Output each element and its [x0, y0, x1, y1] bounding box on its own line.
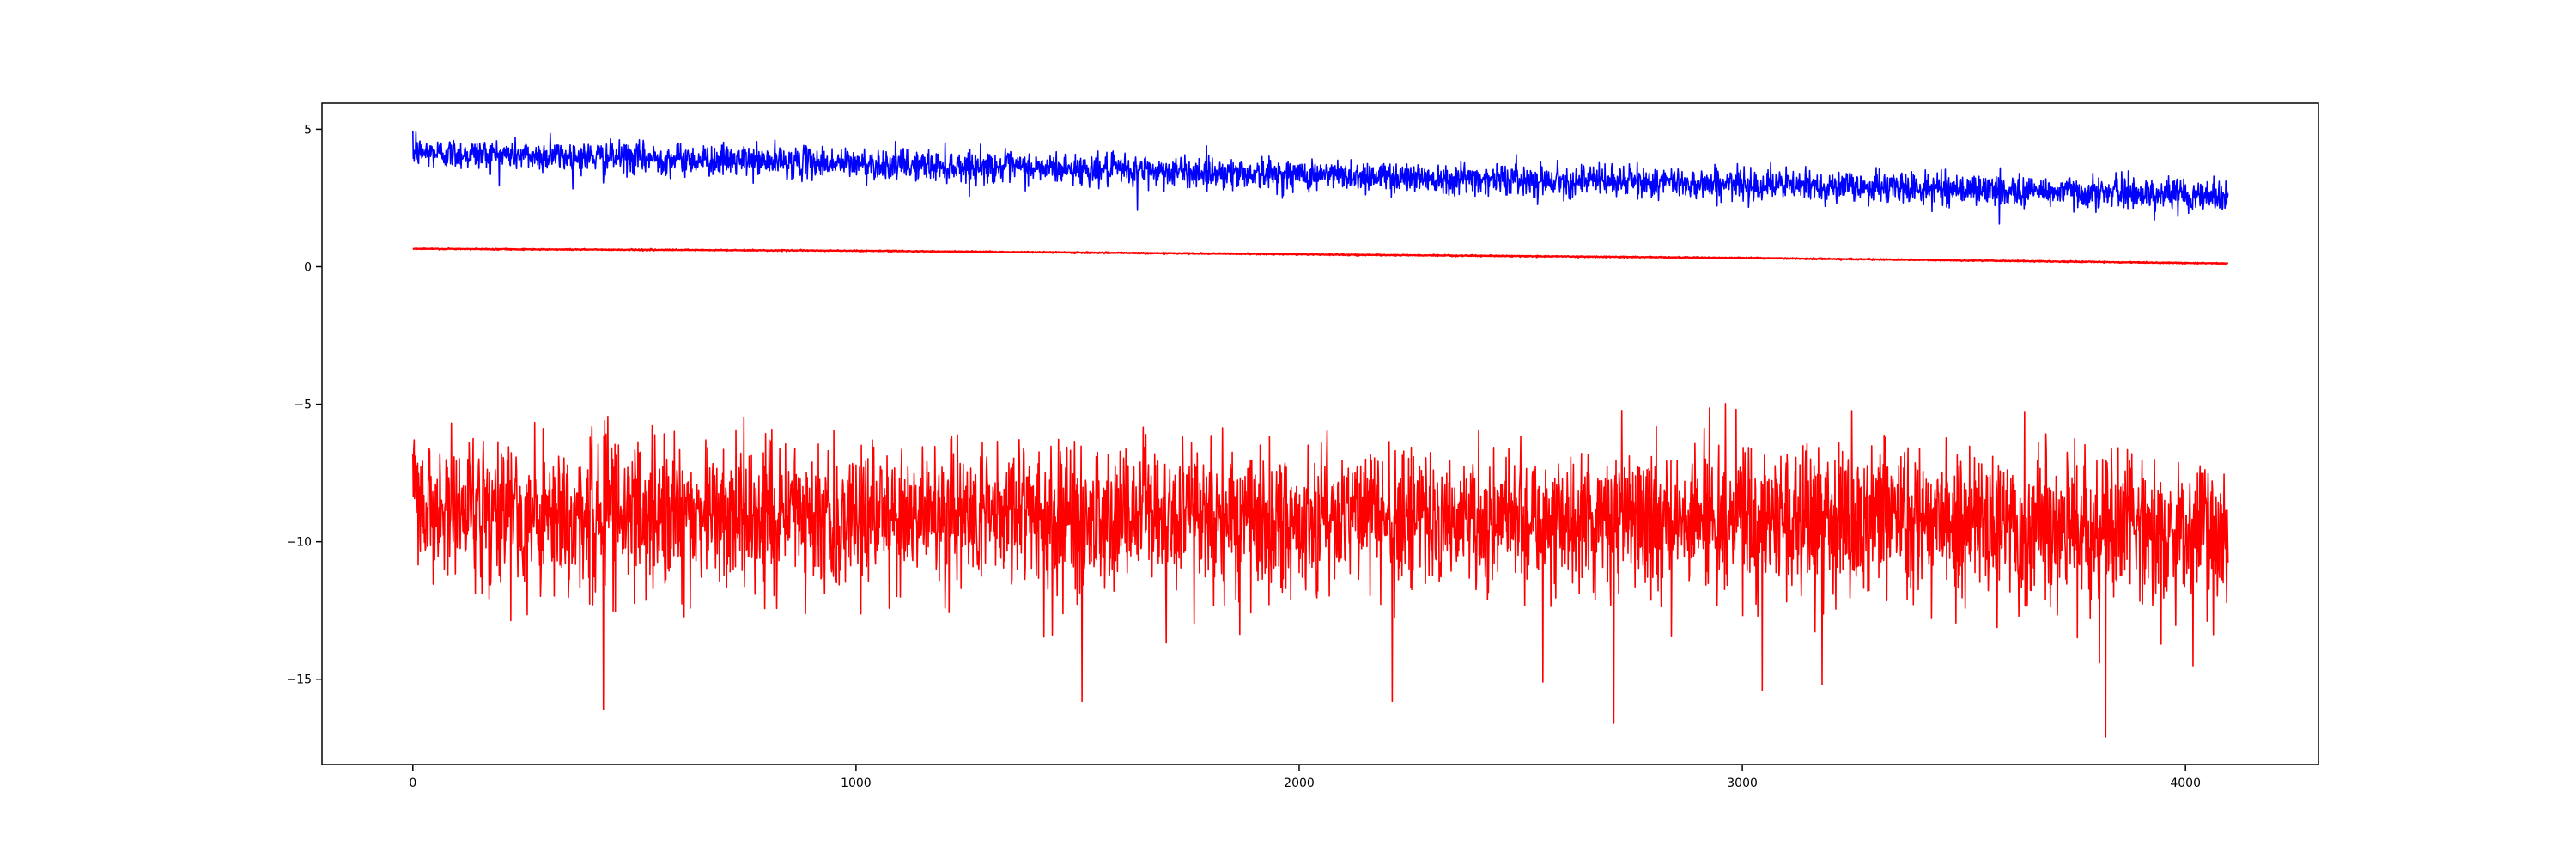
x-tick-label: 1000 — [841, 777, 872, 790]
x-tick-label: 0 — [409, 777, 416, 790]
series-line-2 — [412, 247, 2229, 265]
plot-frame — [321, 102, 2319, 765]
x-tick-label: 2000 — [1284, 777, 1315, 790]
y-tick-label: 0 — [304, 260, 312, 274]
y-tick-label: −15 — [286, 673, 312, 687]
axes-layer: 0 1000 2000 3000 4000 5 0 −5 −10 −15 — [286, 123, 2201, 790]
series-layer — [412, 131, 2229, 738]
y-tick-label: −10 — [286, 536, 312, 550]
y-tick-label: −5 — [294, 399, 312, 412]
series-line-1 — [412, 131, 2229, 225]
x-tick-label: 3000 — [1727, 777, 1758, 790]
y-tick-label: 5 — [304, 123, 312, 137]
plot-area — [322, 103, 2318, 765]
x-tick-label: 4000 — [2170, 777, 2201, 790]
series-line-3 — [412, 403, 2229, 738]
